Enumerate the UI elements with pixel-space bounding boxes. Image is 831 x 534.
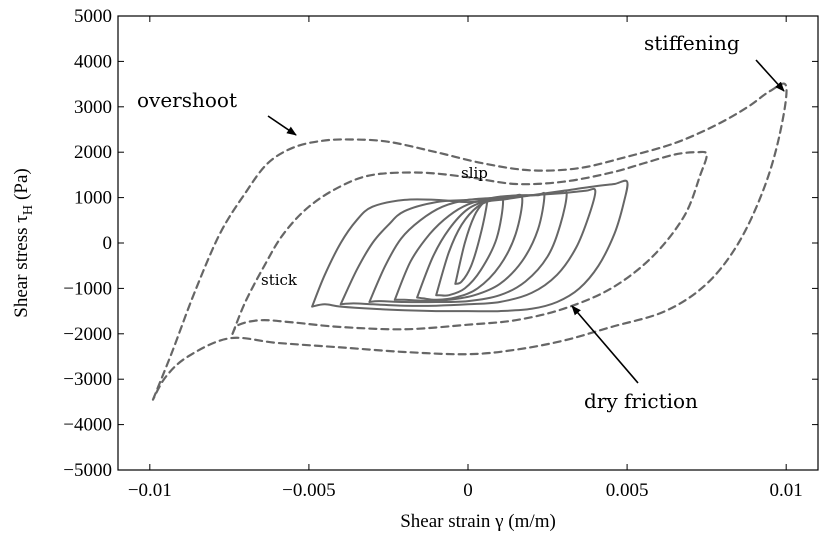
x-tick-label: 0.01 bbox=[770, 480, 803, 501]
y-axis-label-unit: (Pa) bbox=[11, 168, 32, 200]
y-axis-ticks: −5000 −4000 −3000 −2000 −1000 0 1000 2000 3000 40… bbox=[63, 6, 818, 481]
y-tick-label: 1000 bbox=[74, 188, 112, 209]
dashed-loop-1 bbox=[231, 150, 708, 335]
annotation-stiffening: stiffening bbox=[644, 31, 740, 55]
y-tick-label: −4000 bbox=[63, 415, 112, 436]
x-axis-ticks: −0.01 −0.005 0 0.005 0.01 bbox=[128, 16, 803, 501]
y-tick-label: −1000 bbox=[63, 278, 112, 299]
svg-text:Shear stress τH(Pa): Shear stress τH (Pa) bbox=[11, 168, 36, 317]
solid-loop-4 bbox=[368, 189, 568, 304]
arrow-overshoot bbox=[267, 115, 297, 136]
y-tick-label: 0 bbox=[103, 233, 113, 254]
solid-loop-6 bbox=[416, 193, 524, 301]
series-layer bbox=[151, 82, 788, 401]
annotation-overshoot: overshoot bbox=[137, 88, 237, 112]
dashed-loop-0 bbox=[151, 82, 788, 401]
solid-loop-8 bbox=[454, 198, 489, 285]
x-tick-label: 0.005 bbox=[606, 480, 649, 501]
y-tick-label: −3000 bbox=[63, 369, 112, 390]
solid-loop-7 bbox=[435, 195, 505, 297]
x-tick-label: −0.01 bbox=[128, 480, 172, 501]
y-axis-label: Shear stress τH (Pa) bbox=[11, 168, 36, 317]
annotation-dry-friction: dry friction bbox=[584, 389, 698, 413]
y-tick-label: 4000 bbox=[74, 51, 112, 72]
arrow-dry-friction bbox=[571, 305, 639, 384]
x-tick-label: −0.005 bbox=[282, 480, 335, 501]
plot-frame bbox=[117, 15, 819, 471]
y-tick-label: 3000 bbox=[74, 97, 112, 118]
x-axis-label: Shear strain γ (m/m) bbox=[400, 511, 556, 532]
annotation-stick: stick bbox=[261, 271, 298, 289]
y-axis-label-sub: H bbox=[21, 205, 36, 215]
arrow-stiffening bbox=[755, 59, 785, 92]
y-tick-label: 5000 bbox=[74, 6, 112, 27]
annotation-slip: slip bbox=[461, 164, 488, 182]
solid-loop-3 bbox=[339, 187, 597, 307]
x-tick-label: 0 bbox=[463, 480, 473, 501]
y-tick-label: −5000 bbox=[63, 460, 112, 481]
y-tick-label: −2000 bbox=[63, 324, 112, 345]
y-tick-label: 2000 bbox=[74, 142, 112, 163]
y-axis-label-main: Shear stress τ bbox=[11, 215, 32, 318]
solid-loop-2 bbox=[311, 179, 629, 313]
